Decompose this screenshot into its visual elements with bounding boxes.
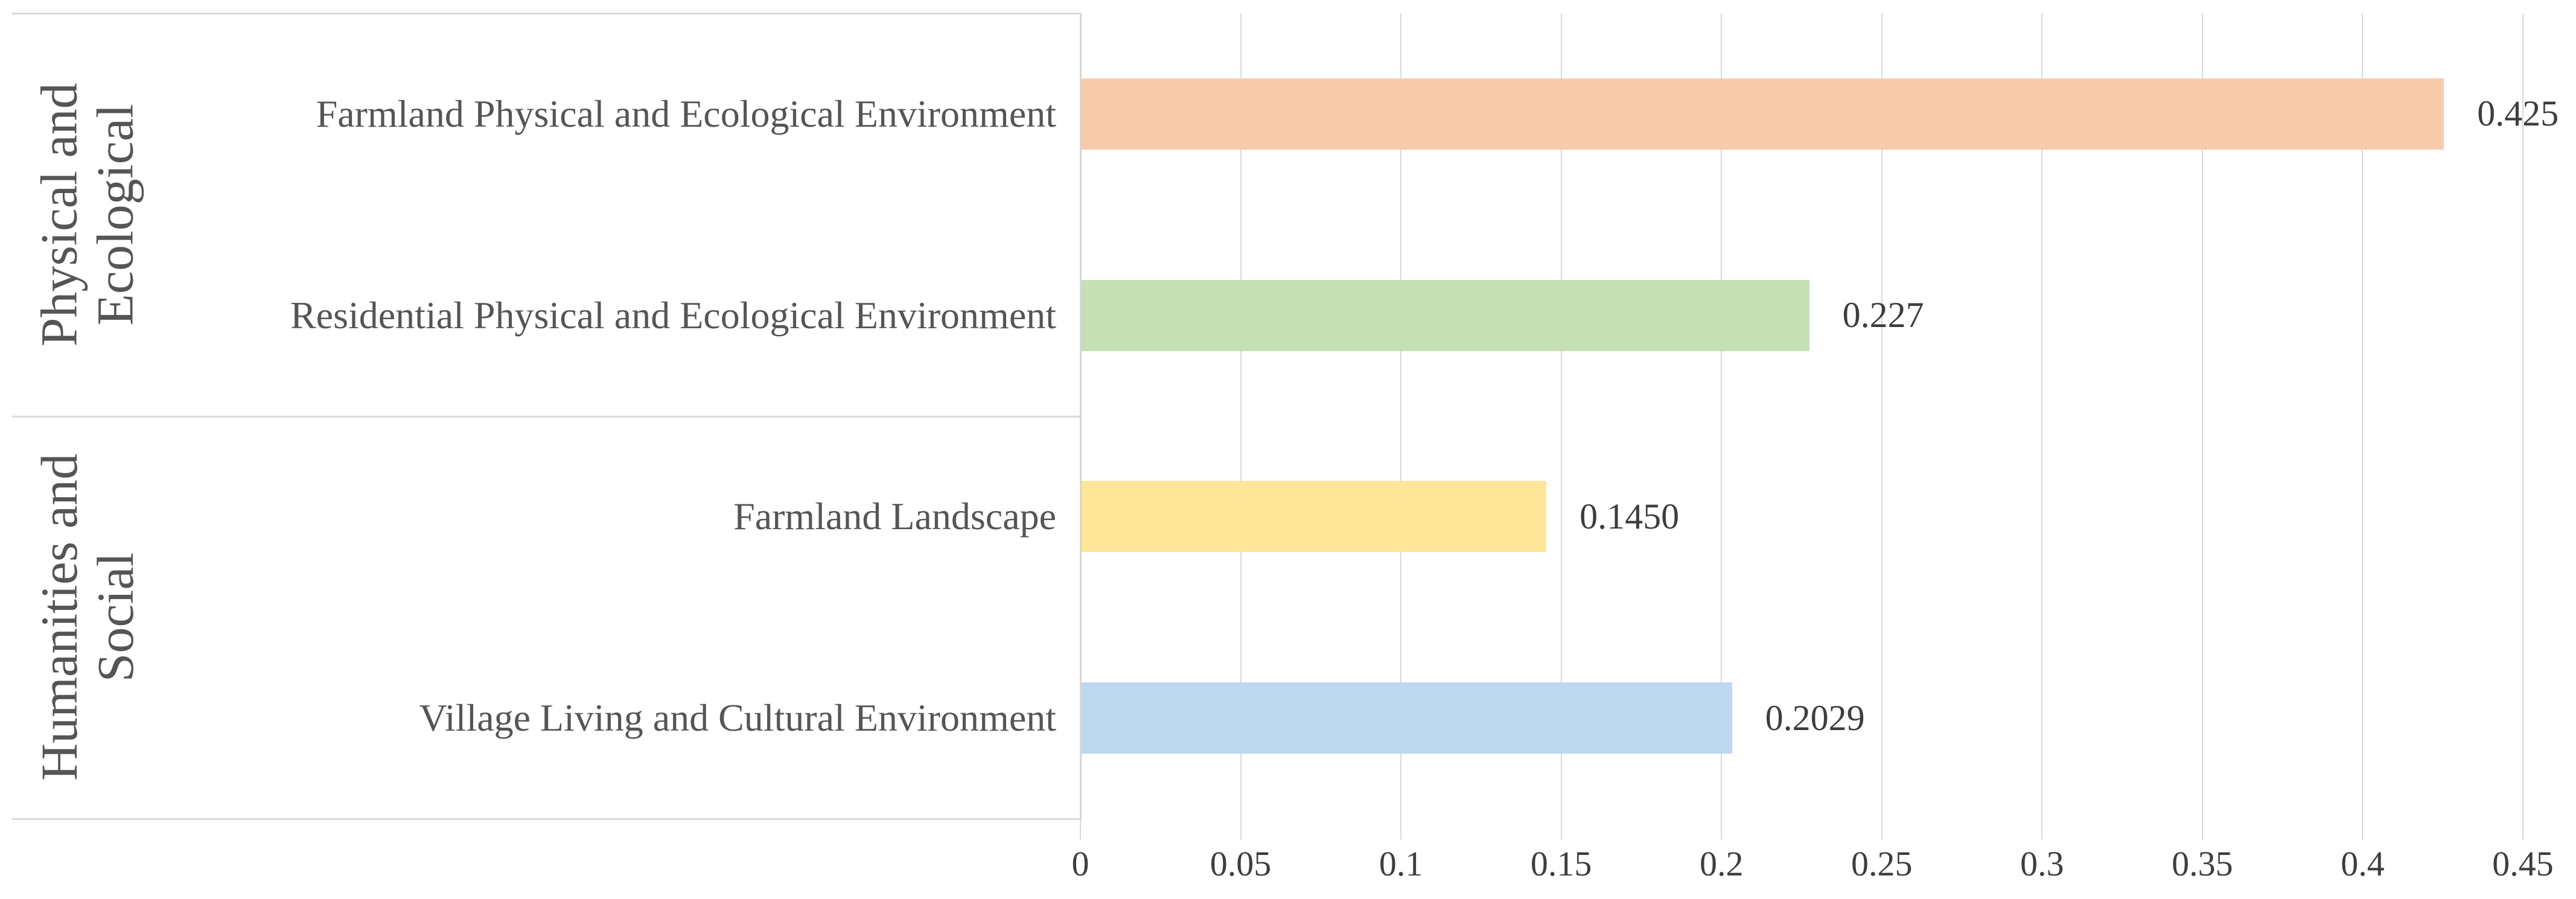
gridline	[1240, 13, 1242, 840]
bar	[1082, 78, 2444, 150]
category-label: Farmland Landscape	[733, 495, 1056, 538]
category-label: Residential Physical and Ecological Envi…	[290, 293, 1056, 337]
x-axis-tick-label: 0.25	[1851, 844, 1913, 883]
gridline	[1721, 13, 1723, 840]
gridline	[2041, 13, 2043, 840]
gridline	[1400, 13, 1402, 840]
x-axis-tick-label: 0.2	[1699, 844, 1744, 883]
x-axis-tick-label: 0.35	[2172, 844, 2233, 883]
group-label-text: Humanities and Social	[30, 454, 145, 781]
x-axis-tick-label: 0.05	[1210, 844, 1272, 883]
group-label-line: Ecological	[86, 103, 145, 326]
bar-value-label: 0.2029	[1765, 697, 1865, 738]
bar	[1082, 279, 1809, 351]
gridline	[1080, 13, 1081, 840]
x-axis-tick-label: 0	[1071, 844, 1089, 883]
category-label: Village Living and Cultural Environment	[419, 696, 1057, 740]
category-panel-border	[12, 13, 1082, 14]
bar-value-label: 0.227	[1842, 295, 1924, 335]
category-panel-border	[12, 415, 1082, 418]
bar-value-label: 0.1450	[1580, 496, 1680, 536]
x-axis-tick-label: 0.1	[1379, 844, 1423, 883]
gridline	[1560, 13, 1562, 840]
bar	[1082, 682, 1732, 754]
group-label-text: Physical and Ecological	[30, 83, 145, 347]
bar-value-label: 0.425	[2477, 94, 2559, 134]
group-label: Humanities and Social	[18, 416, 157, 819]
x-axis-tick-label: 0.15	[1530, 844, 1592, 883]
bar	[1082, 481, 1547, 553]
x-axis-tick-label: 0.45	[2492, 844, 2554, 883]
x-axis-tick-label: 0.4	[2341, 844, 2385, 883]
gridline	[2201, 13, 2203, 840]
group-label-line: Physical and	[30, 83, 89, 347]
category-label: Farmland Physical and Ecological Environ…	[316, 92, 1056, 135]
group-label: Physical and Ecological	[18, 13, 157, 416]
group-label-line: Humanities and	[30, 454, 89, 781]
category-panel-border	[12, 818, 1082, 820]
gridline	[1881, 13, 1883, 840]
x-axis-tick-label: 0.3	[2020, 844, 2064, 883]
gridline	[2362, 13, 2364, 840]
gridline	[2522, 13, 2523, 840]
group-label-line: Social	[86, 552, 145, 682]
category-axis-line	[1080, 13, 1082, 819]
